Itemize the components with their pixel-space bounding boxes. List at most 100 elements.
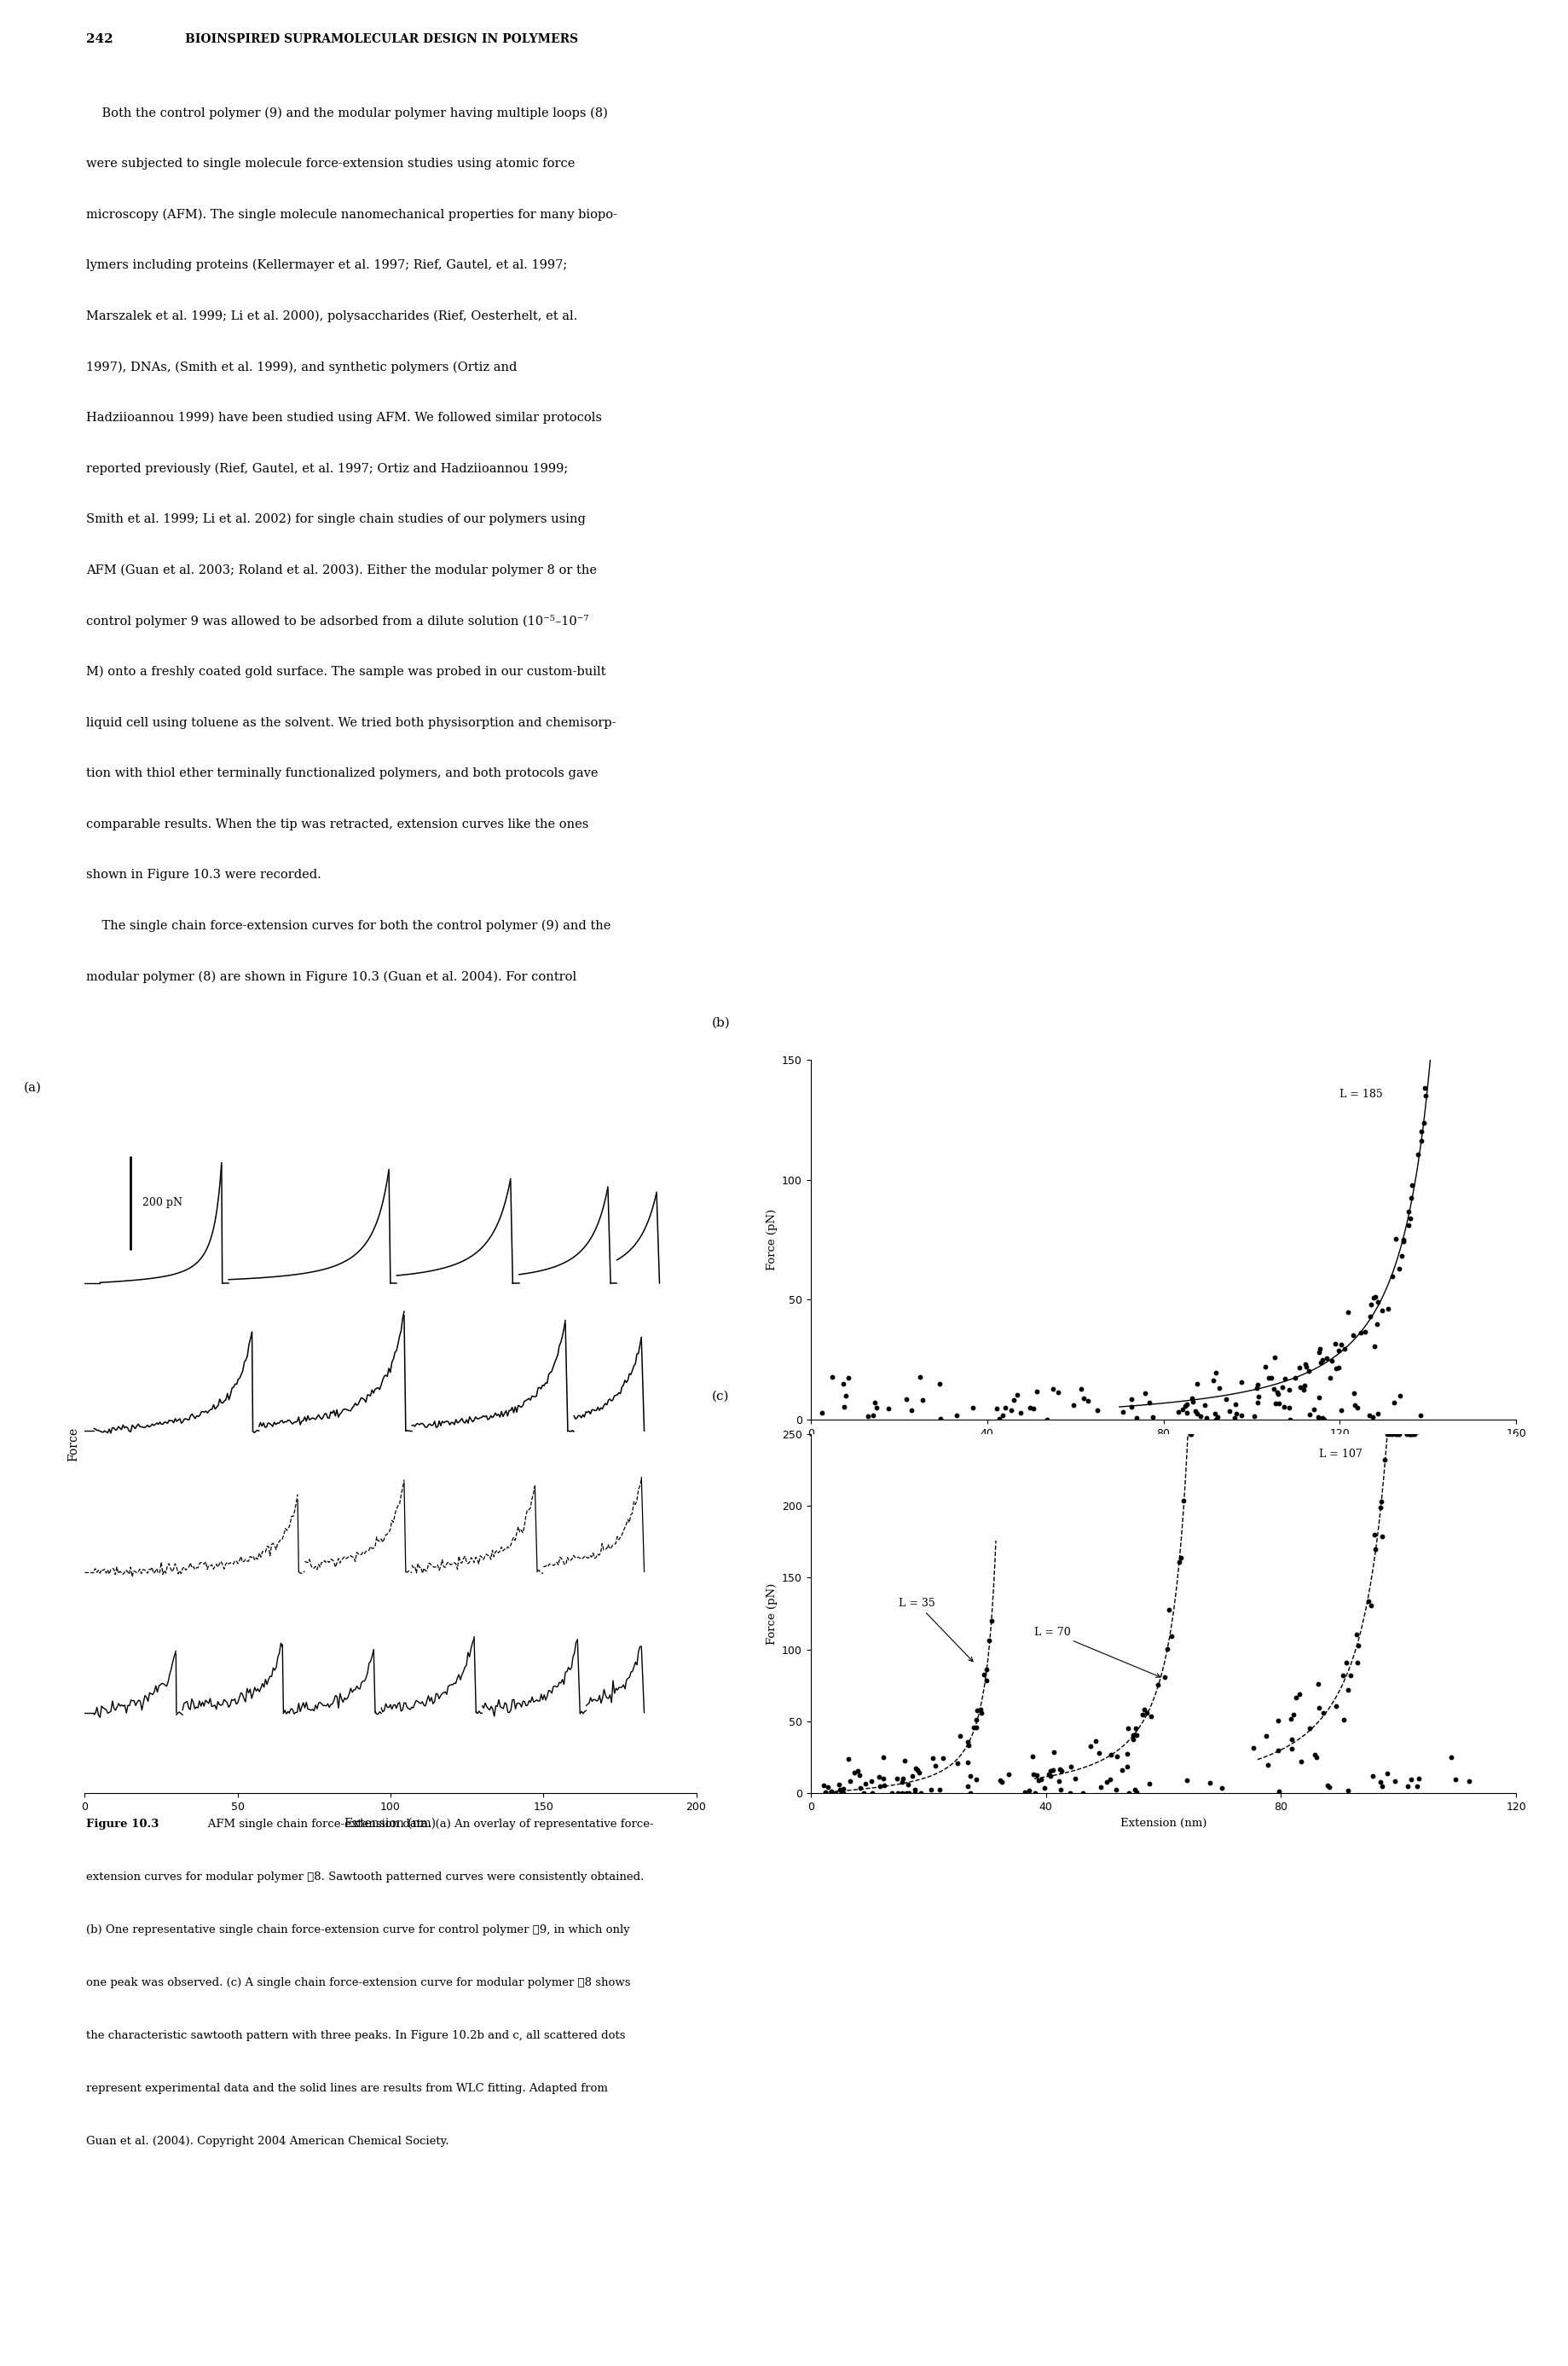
Point xyxy=(1375,1415,1400,1453)
Point xyxy=(848,1770,873,1808)
Text: control polymer 9 was allowed to be adsorbed from a dilute solution (10⁻⁵–10⁻⁷: control polymer 9 was allowed to be adso… xyxy=(86,615,588,627)
Text: microscopy (AFM). The single molecule nanomechanical properties for many biopo-: microscopy (AFM). The single molecule na… xyxy=(86,208,618,220)
Point xyxy=(1405,1136,1430,1174)
Point xyxy=(1167,1543,1192,1580)
Point xyxy=(1306,1398,1331,1436)
Point xyxy=(1240,1730,1265,1767)
Point xyxy=(1396,1207,1421,1245)
Point xyxy=(977,1621,1002,1659)
Text: shown in Figure 10.3 were recorded.: shown in Figure 10.3 were recorded. xyxy=(86,868,321,880)
Point xyxy=(974,1651,999,1689)
Point xyxy=(1454,1029,1479,1067)
Point xyxy=(1223,1386,1248,1424)
Text: Smith et al. 1999; Li et al. 2002) for single chain studies of our polymers usin: Smith et al. 1999; Li et al. 2002) for s… xyxy=(86,513,586,525)
Point xyxy=(859,1763,884,1801)
Point xyxy=(831,1365,856,1403)
Point xyxy=(1134,1694,1159,1732)
Point xyxy=(1156,1630,1181,1668)
Point xyxy=(988,1760,1013,1798)
Text: the characteristic sawtooth pattern with three peaks. In Figure 10.2b and c, all: the characteristic sawtooth pattern with… xyxy=(86,2030,626,2042)
Point xyxy=(1305,1739,1330,1777)
Point xyxy=(924,1746,949,1784)
Point xyxy=(1041,1751,1066,1789)
Point xyxy=(963,1760,988,1798)
Point xyxy=(1201,1360,1226,1398)
Point xyxy=(1071,1774,1096,1812)
Point xyxy=(1021,1756,1046,1793)
Point xyxy=(1278,1401,1303,1439)
Point xyxy=(836,1741,861,1779)
Point xyxy=(815,1767,840,1805)
Point xyxy=(1363,1278,1388,1315)
Point xyxy=(1333,1644,1358,1682)
Point xyxy=(1256,1358,1281,1396)
Point xyxy=(1309,1342,1334,1379)
Point xyxy=(1319,1342,1344,1379)
Point xyxy=(1439,1739,1465,1777)
Point xyxy=(1331,1330,1356,1368)
Point xyxy=(1123,1711,1148,1748)
Point xyxy=(1058,1748,1083,1786)
Point xyxy=(1024,1372,1049,1410)
Point xyxy=(1253,1349,1278,1386)
Point xyxy=(1159,1618,1184,1656)
Point xyxy=(870,1739,895,1777)
Point xyxy=(1245,1365,1270,1403)
Point xyxy=(1049,1770,1074,1808)
Point xyxy=(897,1774,922,1812)
Point xyxy=(1380,1415,1405,1453)
Text: comparable results. When the tip was retracted, extension curves like the ones: comparable results. When the tip was ret… xyxy=(86,819,588,830)
Point xyxy=(1146,1666,1171,1704)
Point xyxy=(1041,1370,1066,1408)
Point xyxy=(902,1770,927,1808)
Point xyxy=(889,1774,914,1812)
Point xyxy=(919,1770,944,1808)
Point xyxy=(1408,1121,1433,1159)
Text: BIOINSPIRED SUPRAMOLECULAR DESIGN IN POLYMERS: BIOINSPIRED SUPRAMOLECULAR DESIGN IN POL… xyxy=(185,33,579,45)
Point xyxy=(1386,1415,1411,1453)
Point xyxy=(1399,1415,1424,1453)
Point xyxy=(1265,1375,1290,1413)
Point xyxy=(946,1744,971,1782)
Point xyxy=(986,1401,1011,1439)
Point xyxy=(1331,1701,1356,1739)
Point xyxy=(1427,1029,1452,1067)
Point xyxy=(1209,1770,1234,1808)
Point xyxy=(1323,1349,1348,1386)
Point xyxy=(1352,1313,1377,1351)
Point xyxy=(967,1692,993,1730)
Point xyxy=(892,1741,917,1779)
Point xyxy=(1361,1758,1386,1796)
Point xyxy=(1110,1394,1135,1431)
Point xyxy=(1272,1386,1297,1424)
Point xyxy=(1308,1330,1333,1368)
Point xyxy=(823,1774,848,1812)
Point xyxy=(891,1760,916,1798)
Point xyxy=(1085,1391,1110,1429)
Point xyxy=(1363,1327,1388,1365)
Point xyxy=(1174,1394,1200,1431)
Point xyxy=(964,1692,989,1730)
Point xyxy=(909,1382,935,1420)
Point xyxy=(1400,1415,1425,1453)
Point xyxy=(831,1770,856,1808)
Point xyxy=(1284,1680,1309,1718)
Point xyxy=(960,1389,985,1427)
Text: AFM (Guan et al. 2003; Roland et al. 2003). Either the modular polymer 8 or the: AFM (Guan et al. 2003; Roland et al. 200… xyxy=(86,563,597,577)
Point xyxy=(862,1384,887,1422)
Point xyxy=(1394,1415,1419,1453)
Text: (a): (a) xyxy=(24,1081,41,1093)
Point xyxy=(1397,1415,1422,1453)
Point xyxy=(1436,1029,1461,1067)
Point xyxy=(1204,1398,1229,1436)
Point xyxy=(1184,1396,1209,1434)
Point xyxy=(1137,1765,1162,1803)
Point xyxy=(1443,1029,1468,1067)
Point xyxy=(1443,1029,1468,1067)
Point xyxy=(853,1765,878,1803)
Point xyxy=(1138,1699,1163,1737)
Point xyxy=(1433,1029,1458,1067)
Point xyxy=(1024,1756,1049,1793)
Point xyxy=(1278,1699,1303,1737)
Point xyxy=(1375,1756,1400,1793)
